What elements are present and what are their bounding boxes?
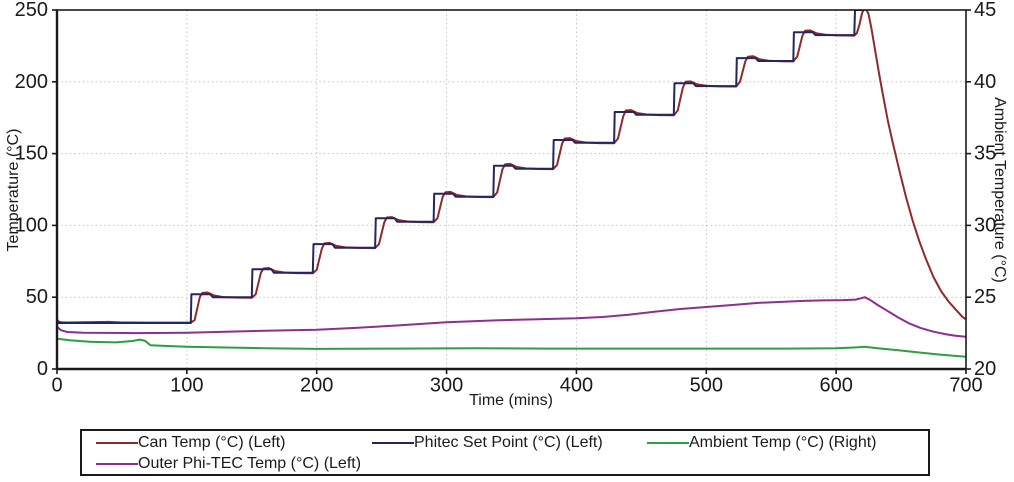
legend-item: Ambient Temp (°C) (Right) [647, 432, 914, 453]
y-left-tick-label: 150 [15, 143, 48, 165]
legend-swatch-line [96, 462, 138, 465]
legend-swatch-line [647, 441, 689, 444]
series-line-can-temp-c-left [57, 10, 966, 324]
legend-item: Phitec Set Point (°C) (Left) [372, 432, 647, 453]
legend-label: Phitec Set Point (°C) (Left) [414, 434, 603, 451]
y-left-tick-label: 50 [26, 286, 48, 308]
legend-swatch-line [96, 441, 138, 444]
x-tick-label: 500 [690, 375, 723, 397]
series-line-ambient-temp-c-right [57, 337, 966, 358]
y-left-tick-label: 200 [15, 71, 48, 93]
x-tick-label: 0 [51, 375, 62, 397]
axes-box [55, 9, 967, 371]
legend-item: Outer Phi-TEC Temp (°C) (Left) [96, 453, 372, 474]
series-line-outer-phi-tec-temp-c-left [57, 296, 966, 338]
plot-border [56, 9, 967, 370]
y-right-tick-label: 40 [974, 71, 996, 93]
y-left-tick-label: 250 [15, 0, 48, 21]
legend-label: Outer Phi-TEC Temp (°C) (Left) [138, 455, 362, 472]
legend: Can Temp (°C) (Left) Phitec Set Point (°C… [80, 429, 930, 476]
x-tick-label: 300 [430, 375, 463, 397]
y-left-tick-label: 0 [37, 358, 48, 380]
legend-grid: Can Temp (°C) (Left) Phitec Set Point (°C… [82, 431, 928, 475]
legend-label: Ambient Temp (°C) (Right) [689, 434, 877, 451]
x-axis-label: Time (mins) [469, 392, 553, 409]
x-tick-label: 200 [300, 375, 333, 397]
x-tick-label: 100 [170, 375, 203, 397]
x-tick-label: 400 [560, 375, 593, 397]
y-right-tick-label: 20 [974, 358, 996, 380]
x-tick-label: 600 [819, 375, 852, 397]
y-axis-right-label: Ambient Temperature (°C) [991, 97, 1008, 283]
legend-item: Can Temp (°C) (Left) [96, 432, 372, 453]
series-group [57, 10, 966, 358]
legend-swatch-line [372, 441, 414, 444]
y-axis-left-label: Temperature (°C) [5, 128, 22, 252]
x-tick-label: 700 [949, 375, 982, 397]
gridlines [57, 10, 966, 369]
tick-marks [52, 9, 971, 374]
y-left-tick-label: 100 [15, 214, 48, 236]
y-right-tick-label: 30 [974, 214, 996, 236]
y-right-tick-label: 35 [974, 143, 996, 165]
y-right-tick-label: 25 [974, 286, 996, 308]
y-right-tick-label: 45 [974, 0, 996, 21]
legend-label: Can Temp (°C) (Left) [138, 434, 286, 451]
series-line-phitec-set-point-c-left [57, 10, 865, 324]
